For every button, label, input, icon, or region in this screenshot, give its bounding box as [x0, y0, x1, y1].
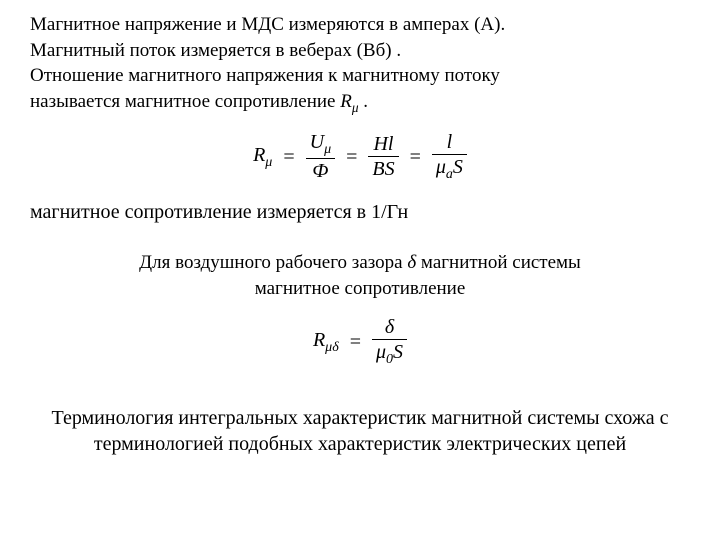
f1-den2: BS — [368, 157, 398, 181]
f1-R: R — [253, 144, 265, 166]
formula-reluctance: Rμ = Uμ Ф = Hl BS = l μaS — [30, 131, 690, 184]
f1-mu: μ — [436, 156, 446, 178]
f2-0: 0 — [386, 352, 393, 367]
formula2-lhs: Rμδ — [313, 329, 339, 356]
formula-airgap: Rμδ = δ μ0S — [30, 316, 690, 369]
f1-eq3: = — [410, 146, 421, 169]
f1-frac3: l μaS — [432, 131, 467, 184]
rmu-sub: μ — [352, 100, 359, 115]
rmu-r: R — [340, 91, 352, 112]
f1-eq1: = — [283, 146, 294, 169]
f1-S: S — [453, 156, 463, 178]
airgap-delta: δ — [407, 252, 416, 273]
f2-sub: μδ — [325, 340, 339, 355]
airgap-line2: магнитное сопротивление — [255, 278, 466, 299]
intro-line-4-prefix: называется магнитное сопротивление — [30, 91, 340, 112]
f1-Usub: μ — [324, 142, 331, 157]
f2-mu: μ — [376, 341, 386, 363]
airgap-suffix: магнитной системы — [416, 252, 581, 273]
intro-line-4-suffix: . — [359, 91, 369, 112]
measured-text: магнитное сопротивление измеряется в 1/Г… — [30, 201, 408, 223]
document-page: Магнитное напряжение и МДС измеряются в … — [0, 0, 720, 457]
terminology-text: Терминология интегральных характеристик … — [52, 407, 669, 455]
f2-R: R — [313, 329, 325, 351]
terminology-paragraph: Терминология интегральных характеристик … — [40, 405, 680, 457]
f2-S: S — [393, 341, 403, 363]
measured-in-line: магнитное сопротивление измеряется в 1/Г… — [30, 201, 690, 224]
f2-num: δ — [372, 316, 407, 340]
f1-a: a — [446, 167, 453, 182]
intro-line-1: Магнитное напряжение и МДС измеряются в … — [30, 14, 505, 35]
intro-line-2: Магнитный поток измеряется в веберах (Вб… — [30, 40, 401, 61]
f2-frac: δ μ0S — [372, 316, 407, 369]
f1-frac2: Hl BS — [368, 133, 398, 181]
airgap-prefix: Для воздушного рабочего зазора — [139, 252, 407, 273]
f1-num1: Uμ — [306, 131, 335, 159]
intro-line-3: Отношение магнитного напряжения к магнит… — [30, 65, 500, 86]
f1-frac1: Uμ Ф — [306, 131, 335, 183]
f2-den: μ0S — [372, 340, 407, 369]
formula1-lhs: Rμ — [253, 144, 272, 171]
f1-den1: Ф — [306, 159, 335, 183]
rmu-symbol: Rμ — [340, 91, 358, 112]
airgap-paragraph: Для воздушного рабочего зазора δ магнитн… — [30, 250, 690, 301]
f1-U: U — [310, 131, 324, 153]
f1-num3: l — [432, 131, 467, 155]
f1-eq2: = — [346, 146, 357, 169]
f2-eq: = — [350, 331, 361, 354]
f1-den3: μaS — [432, 155, 467, 184]
f1-sub: μ — [265, 155, 272, 170]
intro-paragraph: Магнитное напряжение и МДС измеряются в … — [30, 12, 690, 117]
f1-num2: Hl — [368, 133, 398, 157]
